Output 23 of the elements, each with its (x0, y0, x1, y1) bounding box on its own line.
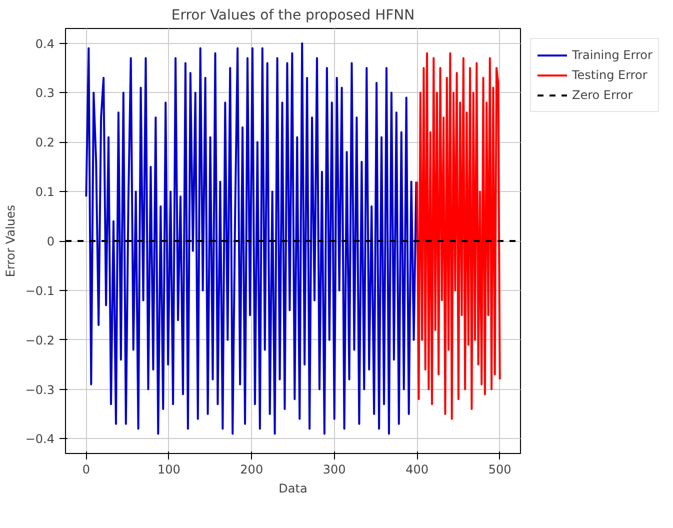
y-tick-label: −0.2 (25, 333, 54, 348)
y-tick-label: 0.4 (35, 36, 55, 51)
x-axis-title: Data (278, 482, 308, 496)
y-tick-label: −0.4 (25, 432, 54, 446)
y-tick-label: −0.3 (25, 382, 54, 397)
y-tick-label: 0 (46, 234, 55, 248)
x-tick-label: 200 (240, 462, 264, 476)
x-tick-label: 0 (82, 462, 90, 476)
x-tick-label: 400 (406, 462, 429, 476)
legend-label: Zero Error (572, 88, 633, 102)
x-tick-label: 100 (157, 462, 180, 476)
y-tick-label: −0.1 (25, 284, 54, 298)
y-tick-label: 0.3 (35, 86, 55, 100)
x-tick-label: 500 (488, 462, 512, 476)
legend-label: Testing Error (572, 68, 648, 82)
x-tick-label: 300 (322, 462, 346, 476)
y-tick-label: 0.1 (35, 185, 55, 200)
line-series (416, 52, 501, 420)
chart-title: Error Values of the proposed HFNN (171, 8, 415, 24)
y-tick-label: 0.2 (35, 136, 55, 150)
y-axis-title: Error Values (3, 204, 18, 278)
legend-label: Training Error (572, 48, 652, 62)
line-series (85, 42, 418, 435)
